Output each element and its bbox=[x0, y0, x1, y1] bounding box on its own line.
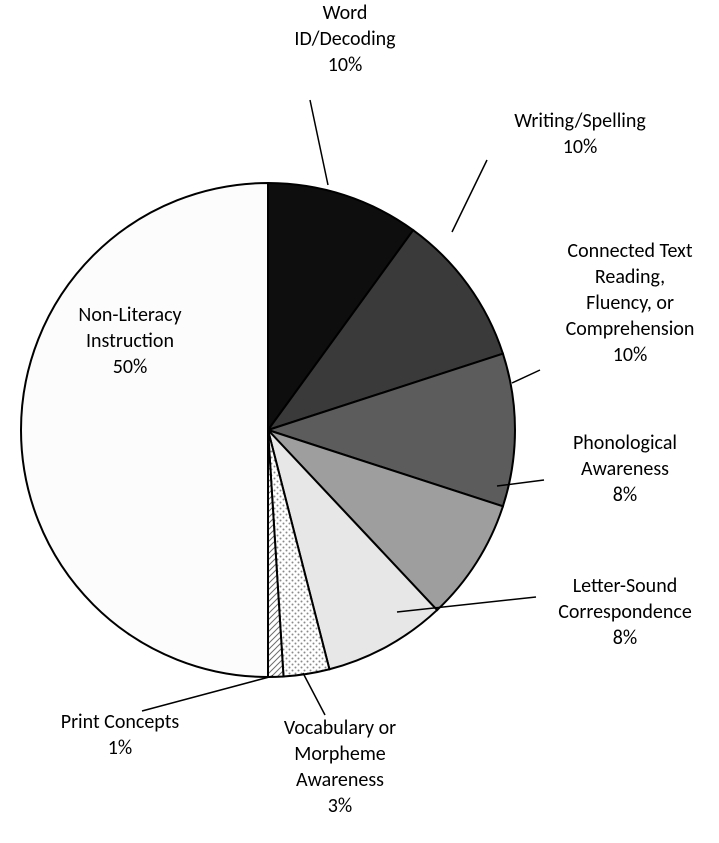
label-writing-spelling: Writing/Spelling 10% bbox=[470, 108, 690, 160]
label-vocab-morpheme: Vocabulary or Morpheme Awareness 3% bbox=[250, 715, 430, 819]
label-print-concepts: Print Concepts 1% bbox=[30, 709, 210, 761]
leader-print-concepts bbox=[142, 676, 273, 711]
leader-vocab-morpheme bbox=[303, 673, 325, 715]
leader-writing-spelling bbox=[452, 160, 487, 232]
leader-connected-text bbox=[512, 370, 540, 383]
leader-word-id-decoding bbox=[310, 100, 328, 185]
label-connected-text: Connected Text Reading, Fluency, or Comp… bbox=[540, 238, 719, 368]
label-word-id-decoding: Word ID/Decoding 10% bbox=[260, 0, 430, 78]
label-phonological-awareness: Phonological Awareness 8% bbox=[540, 430, 710, 508]
pie-slices bbox=[21, 183, 515, 677]
label-letter-sound: Letter-Sound Correspondence 8% bbox=[530, 573, 719, 651]
slice-non-literacy bbox=[21, 183, 268, 677]
label-non-literacy: Non-Literacy Instruction 50% bbox=[45, 302, 215, 380]
pie-chart-container: Word ID/Decoding 10% Writing/Spelling 10%… bbox=[0, 0, 719, 843]
